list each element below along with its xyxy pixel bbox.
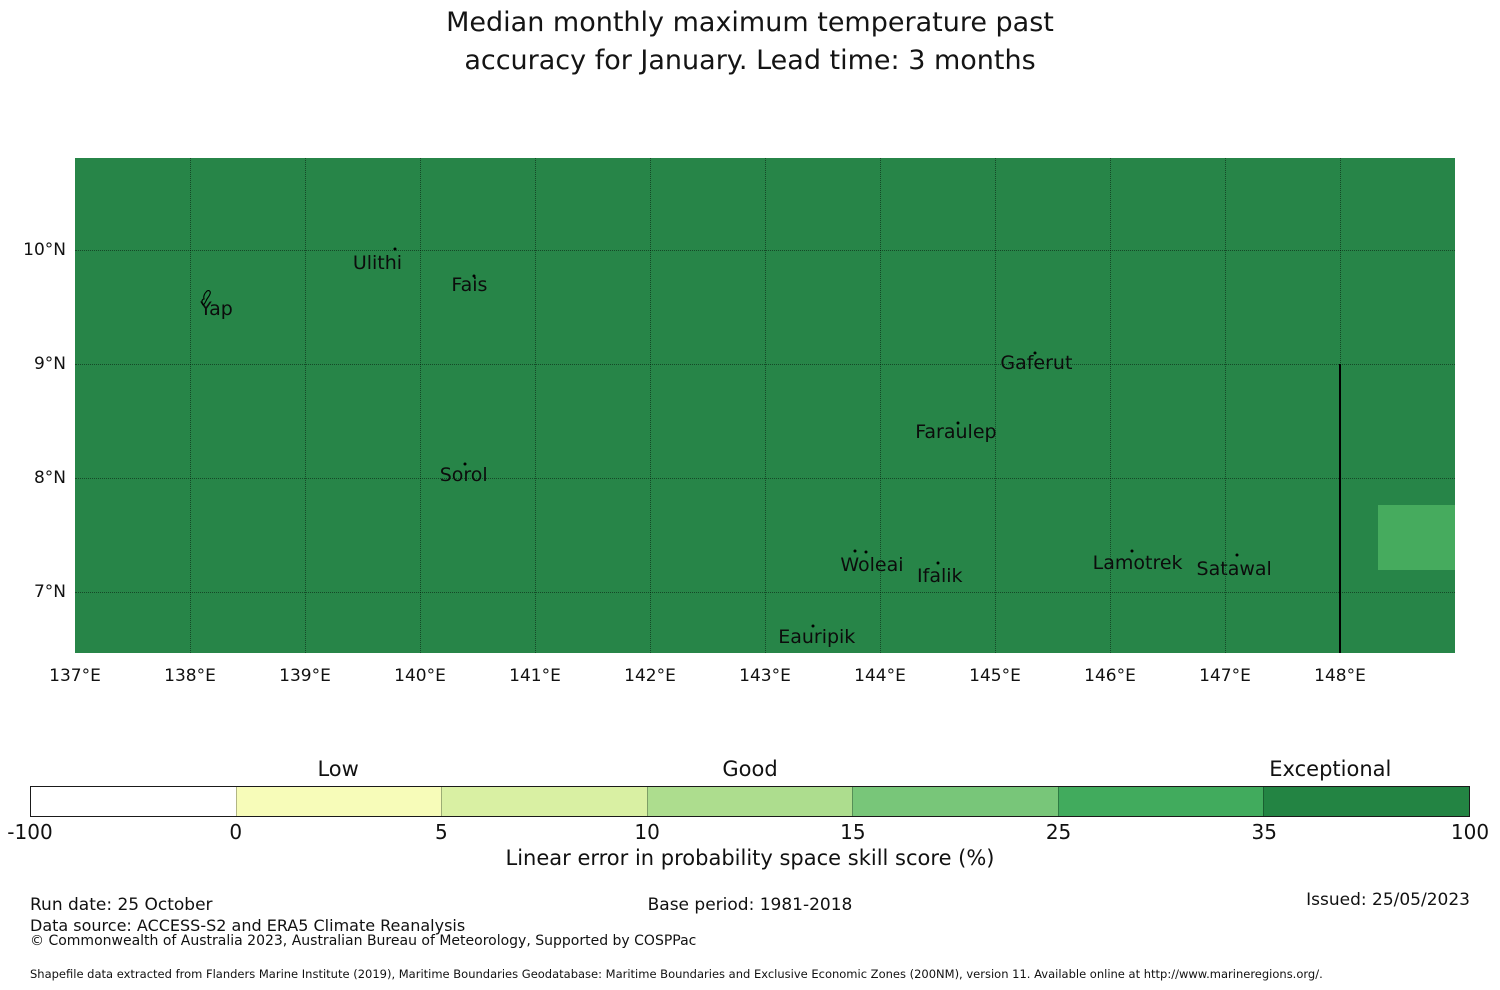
gridline-vertical xyxy=(535,158,536,653)
x-tick-label: 145°E xyxy=(969,666,1021,686)
shapefile-note-text: Shapefile data extracted from Flanders M… xyxy=(30,967,1323,981)
data-source-text: Data source: ACCESS-S2 and ERA5 Climate … xyxy=(30,916,466,935)
x-tick-label: 141°E xyxy=(509,666,561,686)
island-marker-dot xyxy=(1130,549,1134,553)
island-label-sorol: Sorol xyxy=(439,464,488,487)
x-tick-label: 139°E xyxy=(279,666,331,686)
colorbar-segment xyxy=(852,787,1058,816)
island-marker-dot xyxy=(1033,351,1037,355)
island-marker-dot xyxy=(864,550,868,554)
y-tick-label: 9°N xyxy=(33,353,66,374)
colorbar-category-label: Low xyxy=(317,757,359,781)
gridline-vertical xyxy=(305,158,306,653)
colorbar-tick-label: 5 xyxy=(435,820,448,844)
x-tick-label: 142°E xyxy=(624,666,676,686)
island-label-woleai: Woleai xyxy=(840,554,904,577)
colorbar-segment xyxy=(235,787,442,816)
map-area: Yap Ulithi Fais Sorol Gaferut Faraulep Woleai I… xyxy=(75,158,1455,653)
island-label-eauripik: Eauripik xyxy=(778,626,856,649)
gridline-vertical xyxy=(995,158,996,653)
x-tick-label: 140°E xyxy=(394,666,446,686)
colorbar-category-label: Good xyxy=(722,757,778,781)
gridline-vertical xyxy=(190,158,191,653)
island-marker-dot xyxy=(853,549,857,553)
gridline-vertical xyxy=(765,158,766,653)
island-marker-dot xyxy=(811,624,815,628)
colorbar-axis-label: Linear error in probability space skill … xyxy=(505,846,995,870)
gridline-vertical xyxy=(1225,158,1226,653)
skill-patch xyxy=(1377,505,1455,570)
colorbar-segment xyxy=(31,787,236,816)
x-tick-label: 147°E xyxy=(1199,666,1251,686)
run-date-text: Run date: 25 October xyxy=(30,895,213,915)
colorbar-tick-label: 35 xyxy=(1251,820,1278,844)
island-label-ulithi: Ulithi xyxy=(352,251,403,274)
gridline-horizontal xyxy=(75,363,1455,365)
island-outline-icon xyxy=(200,289,214,311)
colorbar-tick-label: 0 xyxy=(229,820,243,844)
island-marker-dot xyxy=(936,561,939,565)
island-marker-dot xyxy=(463,462,467,466)
island-label-ifalik: Ifalik xyxy=(917,564,963,587)
x-tick-label: 144°E xyxy=(854,666,906,686)
gridline-vertical xyxy=(1110,158,1111,653)
y-tick-label: 7°N xyxy=(33,581,66,602)
gridline-vertical xyxy=(880,158,881,653)
x-tick-label: 137°E xyxy=(49,666,101,686)
island-marker-dot xyxy=(393,247,397,251)
island-label-satawal: Satawal xyxy=(1196,557,1272,580)
gridline-horizontal xyxy=(75,477,1455,479)
title-line-1: Median monthly maximum temperature past xyxy=(446,7,1054,38)
issued-date-text: Issued: 25/05/2023 xyxy=(1306,890,1470,910)
island-marker-dot xyxy=(956,421,960,425)
colorbar-tick-label: 15 xyxy=(840,820,866,844)
colorbar-tick-label: 25 xyxy=(1045,820,1072,844)
island-label-lamotrek: Lamotrek xyxy=(1092,552,1183,575)
gridline-vertical xyxy=(420,158,421,653)
colorbar-segment xyxy=(1057,787,1264,816)
x-tick-label: 146°E xyxy=(1084,666,1136,686)
island-marker-dot xyxy=(1235,553,1238,557)
gridline-horizontal xyxy=(75,591,1455,593)
colorbar-tick-label: 10 xyxy=(634,820,660,844)
colorbar-tick-label: -100 xyxy=(7,820,53,844)
title-line-2: accuracy for January. Lead time: 3 month… xyxy=(464,45,1036,76)
island-label-faraulep: Faraulep xyxy=(915,421,997,444)
x-tick-label: 143°E xyxy=(739,666,791,686)
island-label-yap: Yap xyxy=(200,298,233,321)
colorbar-segment xyxy=(646,787,853,816)
base-period-text: Base period: 1981-2018 xyxy=(647,895,853,915)
colorbar-segment xyxy=(441,787,647,816)
copyright-text: © Commonwealth of Australia 2023, Austra… xyxy=(30,933,697,949)
colorbar-tick-label: 100 xyxy=(1450,820,1490,844)
island-label-fais: Fais xyxy=(451,274,488,297)
chart-title: Median monthly maximum temperature past … xyxy=(0,4,1500,80)
eez-boundary-line xyxy=(1339,363,1341,653)
gridline-horizontal xyxy=(75,250,1455,252)
y-tick-label: 10°N xyxy=(23,240,66,261)
y-tick-label: 8°N xyxy=(33,467,66,488)
colorbar xyxy=(30,786,1470,817)
x-tick-label: 148°E xyxy=(1314,666,1366,686)
colorbar-segment xyxy=(1263,787,1470,816)
gridline-vertical xyxy=(650,158,651,653)
colorbar-category-label: Exceptional xyxy=(1269,757,1392,781)
x-tick-label: 138°E xyxy=(164,666,216,686)
island-label-gaferut: Gaferut xyxy=(1000,351,1073,374)
island-marker-dot xyxy=(472,274,476,278)
